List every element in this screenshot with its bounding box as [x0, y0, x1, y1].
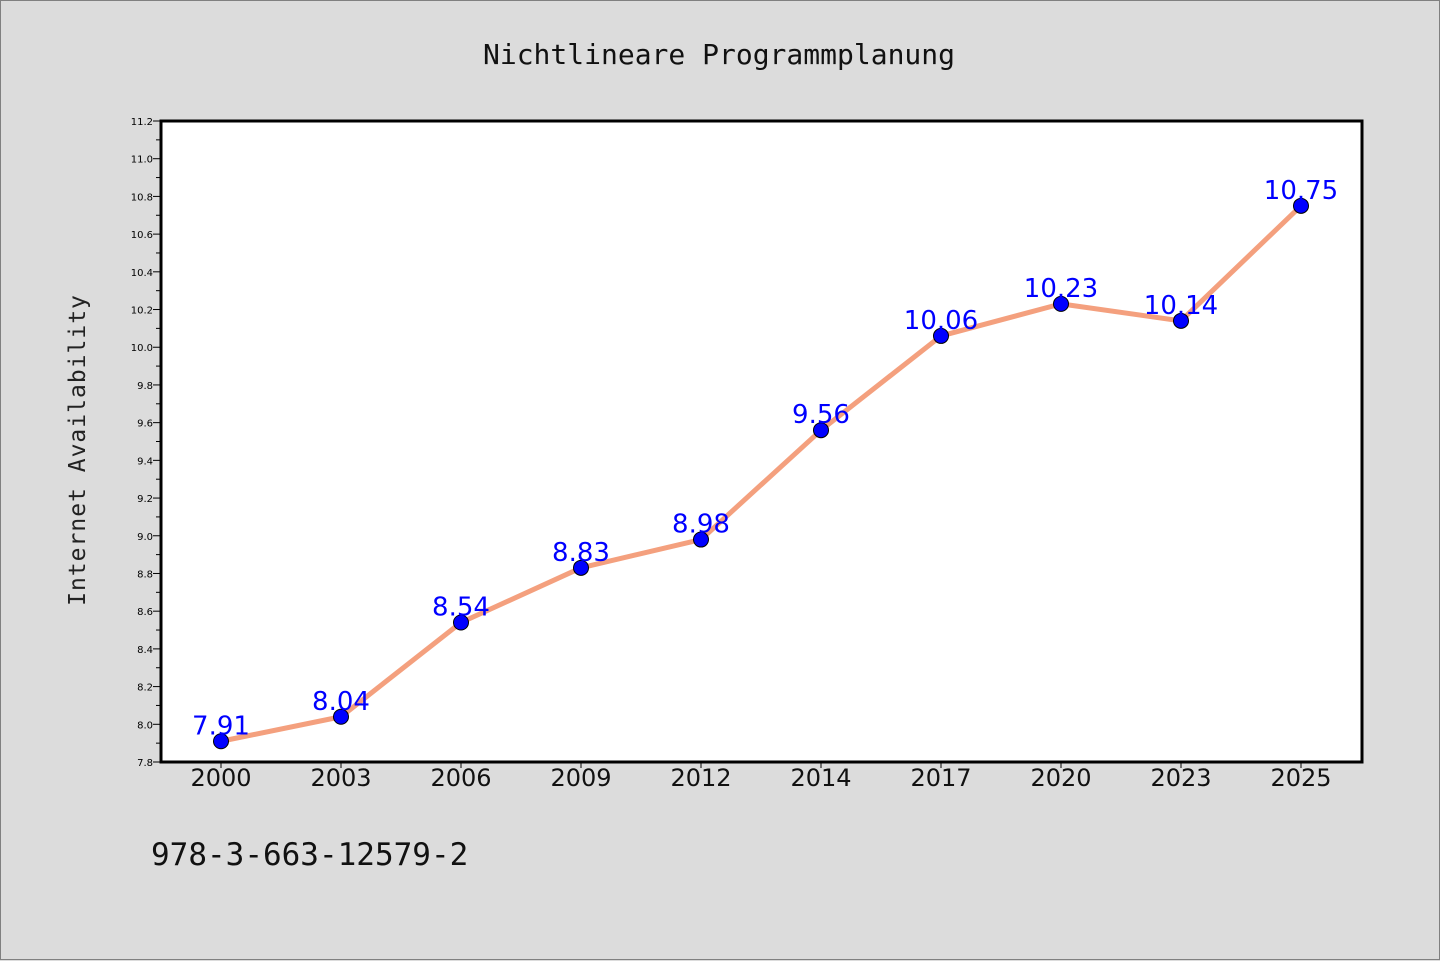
data-point — [693, 531, 709, 548]
x-tick-label: 2006 — [430, 764, 491, 792]
y-tick-label: 10.6 — [131, 230, 153, 241]
y-tick-label: 9.0 — [137, 532, 153, 543]
y-tick-label: 8.4 — [137, 645, 153, 656]
y-tick-label: 9.2 — [137, 494, 153, 505]
x-tick-label: 2014 — [790, 764, 851, 792]
series-line — [220, 204, 1303, 744]
data-point — [1173, 312, 1189, 329]
y-tick-label: 8.6 — [137, 607, 153, 618]
data-series: 7.91 8.04 8.54 8.83 8.98 9.56 10.06 10.23 10.14 1… — [192, 176, 1338, 750]
y-tick-label: 8.2 — [137, 683, 153, 694]
data-point — [573, 559, 589, 576]
y-tick-label: 10.4 — [131, 268, 153, 279]
data-label: 9.56 — [792, 400, 850, 430]
y-tick-label: 11.2 — [131, 117, 153, 128]
chart-title: Nichtlineare Programmplanung — [483, 38, 955, 71]
data-label: 10.23 — [1024, 274, 1098, 304]
data-label: 10.75 — [1264, 176, 1338, 206]
y-tick-label: 7.8 — [137, 758, 153, 769]
x-tick-label: 2017 — [910, 764, 971, 792]
y-axis-ticks: 7.8 8.0 8.2 8.4 8.6 8.8 9.0 9.2 9.4 9.6 9.8 10.0 10.… — [131, 117, 161, 769]
y-tick-label: 10.0 — [131, 343, 153, 354]
y-tick-label: 10.2 — [131, 306, 153, 317]
x-tick-label: 2012 — [670, 764, 731, 792]
x-tick-label: 2009 — [550, 764, 611, 792]
data-label: 8.54 — [432, 592, 490, 622]
footer-isbn: 978-3-663-12579-2 — [151, 837, 468, 873]
data-point — [333, 708, 349, 725]
y-tick-label: 9.8 — [137, 381, 153, 392]
data-point — [933, 327, 949, 344]
data-label: 8.04 — [312, 687, 370, 717]
data-label: 10.06 — [904, 306, 978, 336]
y-tick-label: 8.0 — [137, 720, 153, 731]
data-label: 8.98 — [672, 510, 730, 540]
data-point — [213, 733, 229, 750]
data-point — [453, 614, 469, 631]
y-axis-label: Internet Availability — [65, 294, 91, 606]
x-tick-label: 2000 — [190, 764, 251, 792]
plot-area — [159, 119, 1364, 764]
data-point — [1293, 197, 1309, 214]
y-tick-label: 9.4 — [137, 456, 153, 467]
data-label: 8.83 — [552, 538, 610, 568]
y-tick-label: 11.0 — [131, 155, 153, 166]
x-tick-label: 2025 — [1270, 764, 1331, 792]
data-label: 7.91 — [192, 711, 250, 741]
data-point — [813, 422, 829, 439]
x-axis-ticks: 2000 2003 2006 2009 2012 2014 2017 2020 2023 2025 — [190, 762, 1332, 792]
y-tick-label: 8.8 — [137, 569, 153, 580]
x-tick-label: 2003 — [310, 764, 371, 792]
x-tick-label: 2020 — [1030, 764, 1091, 792]
y-tick-label: 9.6 — [137, 419, 153, 430]
data-point — [1053, 295, 1069, 312]
x-tick-label: 2023 — [1150, 764, 1211, 792]
data-label: 10.14 — [1144, 291, 1218, 321]
y-tick-label: 10.8 — [131, 192, 153, 203]
